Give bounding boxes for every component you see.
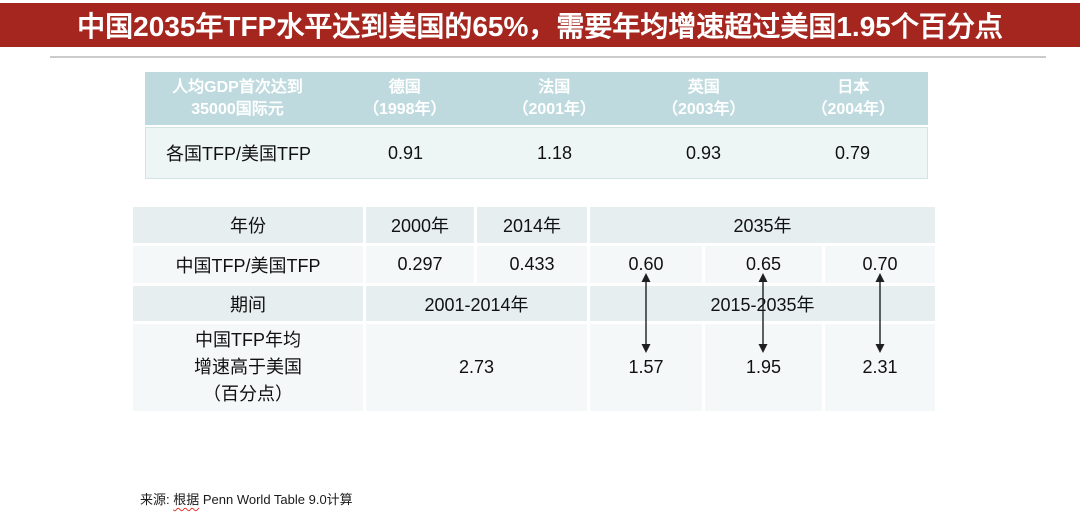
table-country-tfp-header: 人均GDP首次达到 35000国际元 德国 （1998年） 法国 （2001年）… (145, 72, 928, 125)
header-cell-gdp-threshold: 人均GDP首次达到 35000国际元 (172, 78, 303, 118)
row-label-year: 年份 (133, 207, 363, 243)
value-uk-tfp: 0.93 (685, 142, 722, 163)
value-japan-tfp: 0.79 (834, 142, 871, 163)
growth-scenario-mid: 1.95 (705, 324, 822, 411)
header-cell-uk: 英国 （2003年） (661, 78, 746, 118)
value-germany-tfp: 0.91 (387, 142, 424, 163)
table-country-tfp: 人均GDP首次达到 35000国际元 德国 （1998年） 法国 （2001年）… (145, 72, 928, 179)
row-label-growth-gap: 中国TFP年均 增速高于美国 （百分点） (133, 324, 363, 411)
tfp-2035-mid: 0.65 (705, 246, 822, 283)
row-label-period: 期间 (133, 286, 363, 321)
period-2015-2035: 2015-2035年 (590, 286, 935, 321)
year-2000: 2000年 (366, 207, 474, 243)
header-cell-japan: 日本 （2004年） (811, 78, 896, 118)
year-2035: 2035年 (590, 207, 935, 243)
source-note: 来源: 根据 Penn World Table 9.0计算 (140, 492, 353, 507)
table-row: 各国TFP/美国TFP 0.91 1.18 0.93 0.79 (145, 127, 928, 179)
year-2014: 2014年 (477, 207, 587, 243)
growth-scenario-low: 1.57 (590, 324, 702, 411)
tfp-2035-low: 0.60 (590, 246, 702, 283)
header-cell-germany: 德国 （1998年） (362, 78, 447, 118)
period-2001-2014: 2001-2014年 (366, 286, 587, 321)
tfp-2014: 0.433 (477, 246, 587, 283)
growth-2001-2014: 2.73 (366, 324, 587, 411)
source-spellcheck-word: 根据 (173, 492, 200, 507)
page-title: 中国2035年TFP水平达到美国的65%，需要年均增速超过美国1.95个百分点 (77, 11, 1003, 42)
tfp-2000: 0.297 (366, 246, 474, 283)
tfp-2035-high: 0.70 (825, 246, 935, 283)
row-label-china-tfp: 中国TFP/美国TFP (133, 246, 363, 283)
growth-scenario-high: 2.31 (825, 324, 935, 411)
value-france-tfp: 1.18 (536, 142, 573, 163)
table-china-tfp: 年份 2000年 2014年 2035年 中国TFP/美国TFP 0.297 0… (133, 207, 935, 411)
title-banner: 中国2035年TFP水平达到美国的65%，需要年均增速超过美国1.95个百分点 (0, 3, 1080, 47)
row-label-country-tfp: 各国TFP/美国TFP (166, 144, 311, 164)
divider-line (50, 56, 1046, 58)
header-cell-france: 法国 （2001年） (512, 78, 597, 118)
